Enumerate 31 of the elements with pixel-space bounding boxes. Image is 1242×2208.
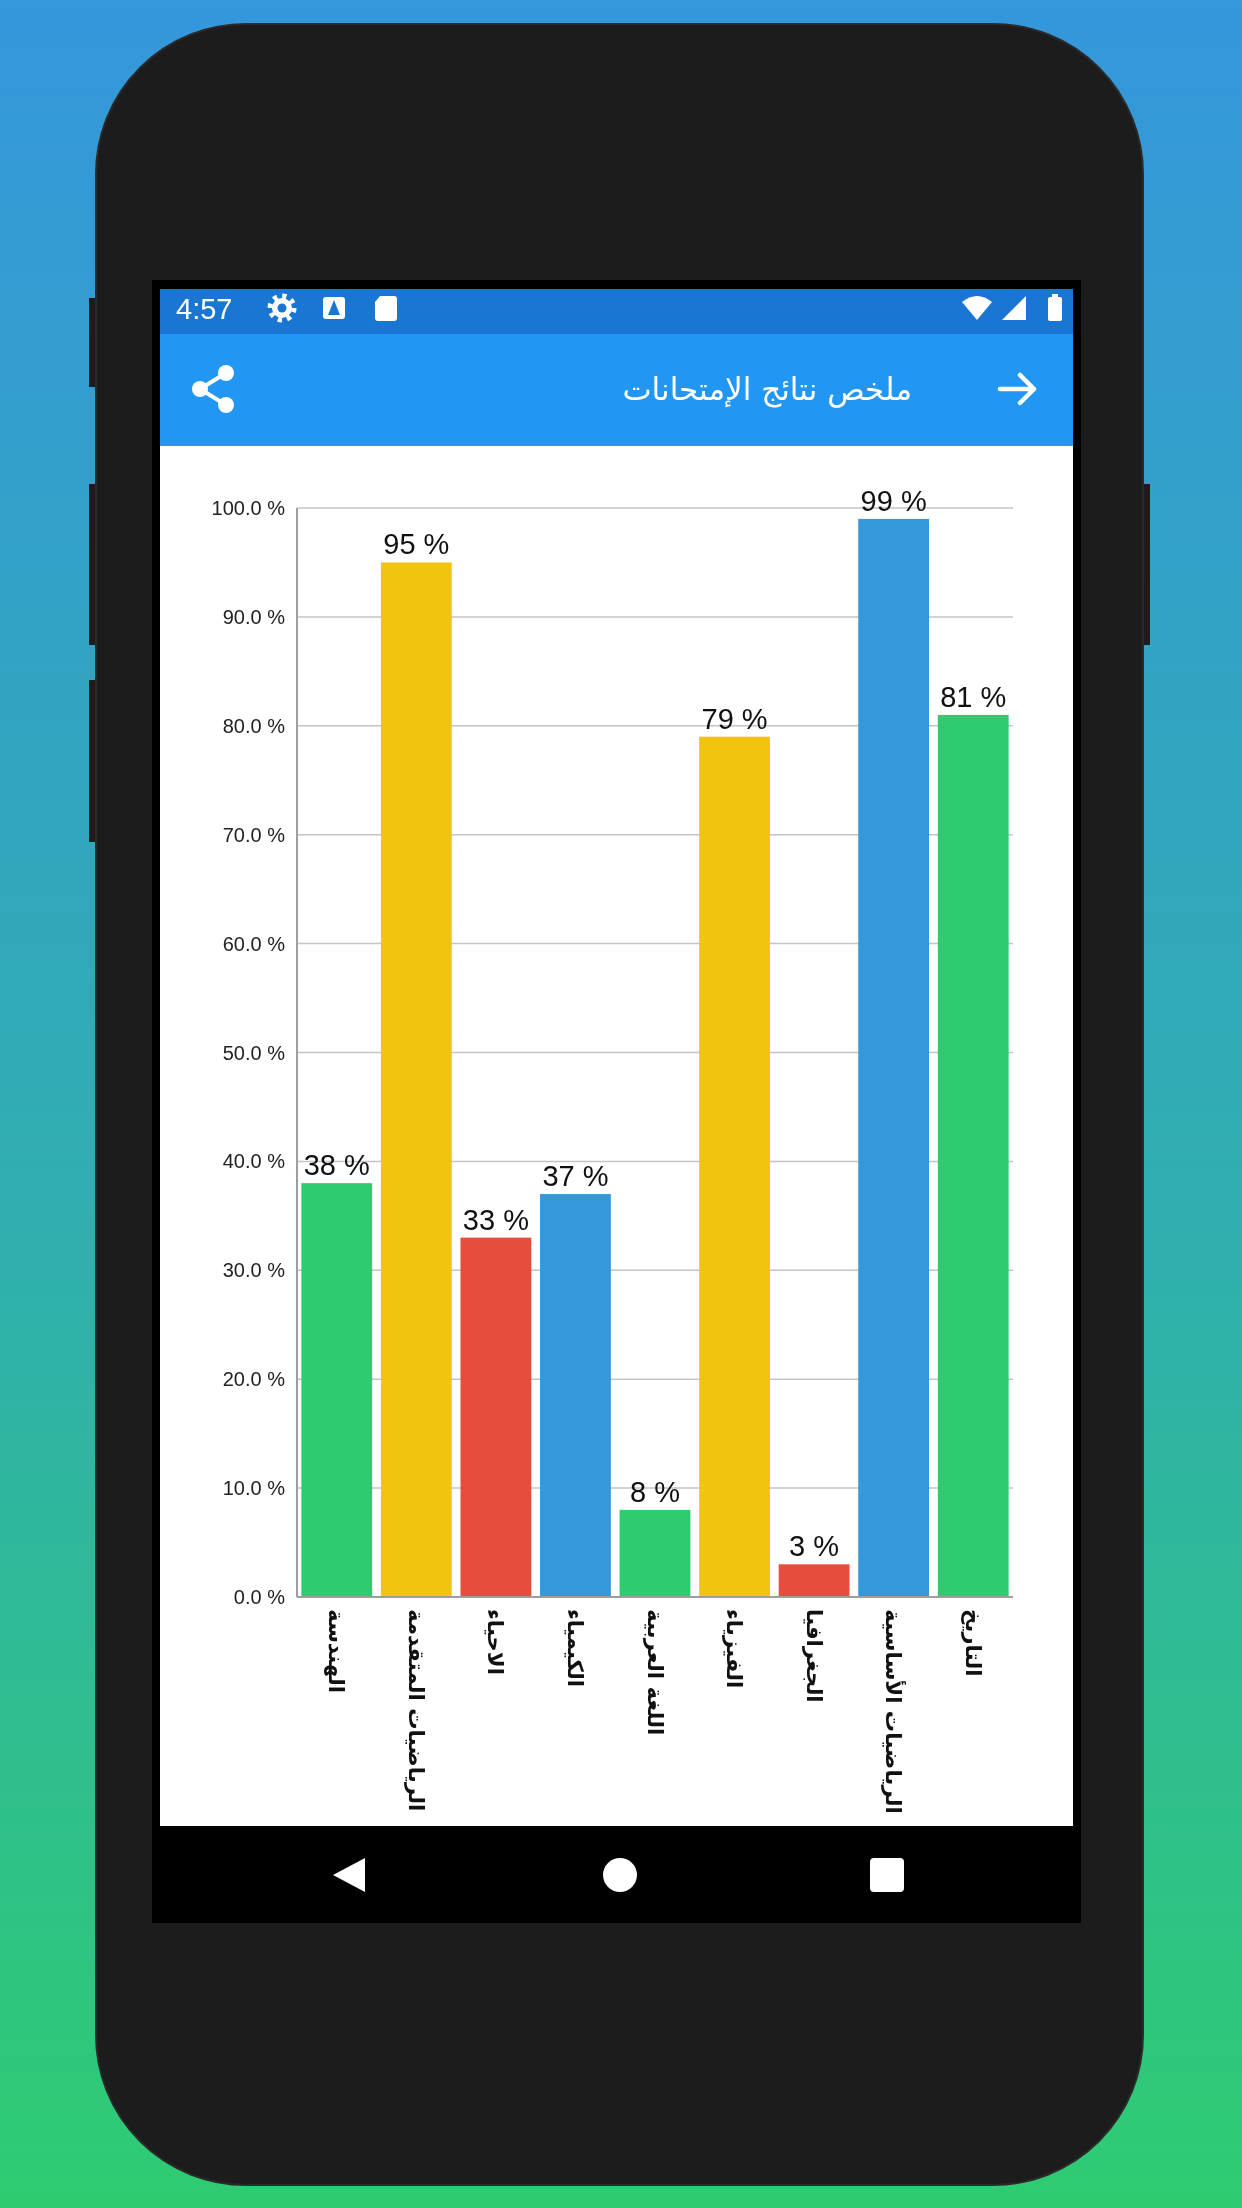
category-label: التاريخ <box>960 1609 986 1677</box>
data-label: 38 % <box>303 1149 370 1182</box>
category-label: الرياضيات الأساسية <box>881 1609 907 1814</box>
title: ملخص نتائج الإمتحانات <box>622 371 912 407</box>
category-label: الجغرافيا <box>801 1609 827 1703</box>
tick-label: 20.0 % <box>222 1368 285 1391</box>
category-label: اللغة العربية <box>642 1609 668 1736</box>
tick-label: 60.0 % <box>222 932 285 955</box>
annotation: 4:57 <box>176 293 233 325</box>
category-label: الهندسة <box>324 1609 350 1694</box>
data-label: 33 % <box>462 1203 529 1236</box>
tick-label: 30.0 % <box>222 1259 285 1282</box>
tick-label: 70.0 % <box>222 823 285 846</box>
category-label: الاحياء <box>483 1609 509 1675</box>
data-label: 37 % <box>542 1160 609 1193</box>
tick-label: 50.0 % <box>222 1041 285 1064</box>
data-label: 8 % <box>630 1475 680 1508</box>
tick-label: 40.0 % <box>222 1150 285 1173</box>
tick-label: 100.0 % <box>211 497 285 519</box>
data-label: 3 % <box>789 1530 840 1563</box>
tick-label: 80.0 % <box>222 714 285 737</box>
tick-label: 10.0 % <box>222 1477 285 1500</box>
data-label: 81 % <box>940 680 1007 713</box>
category-label: الكيمياء <box>562 1609 588 1688</box>
data-label: 79 % <box>701 702 768 735</box>
category-label: الرياضيات المتقدمة <box>403 1609 429 1812</box>
data-label: 95 % <box>383 528 450 561</box>
data-label: 99 % <box>860 484 927 517</box>
category-label: الفيزياء <box>722 1609 748 1689</box>
tick-label: 0.0 % <box>233 1586 285 1608</box>
tick-label: 90.0 % <box>222 605 285 628</box>
